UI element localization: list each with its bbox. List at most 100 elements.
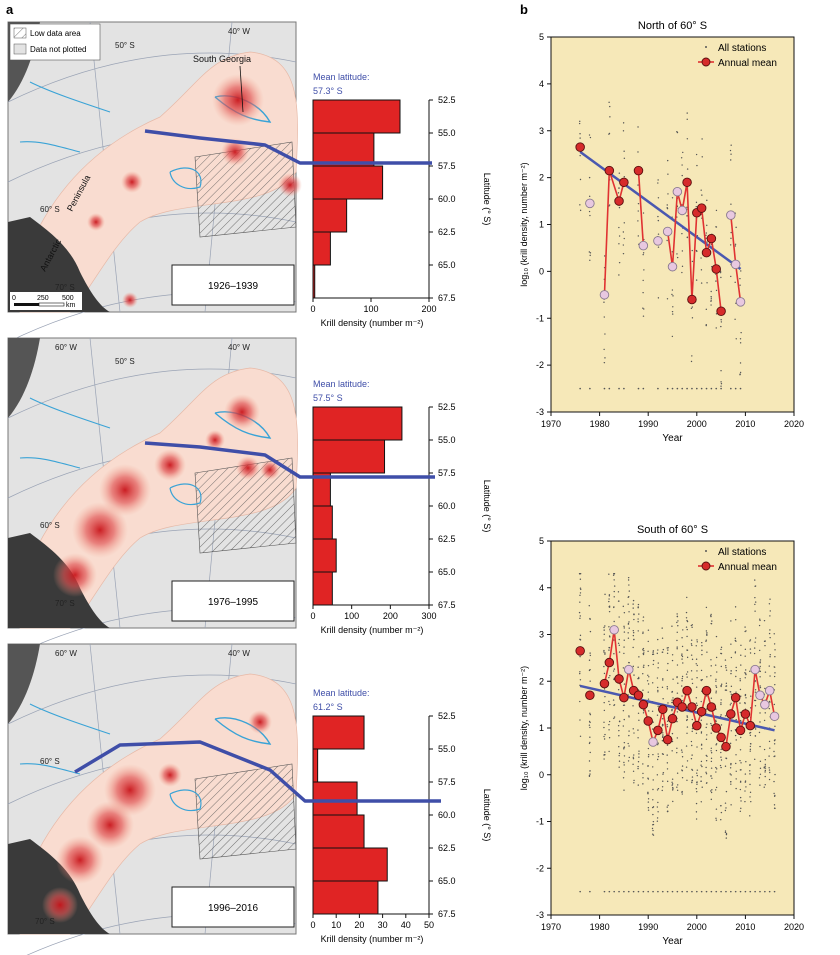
station-point xyxy=(730,620,732,622)
station-point xyxy=(773,890,776,893)
station-point xyxy=(589,890,591,893)
station-point xyxy=(700,776,702,778)
station-point xyxy=(608,723,610,726)
station-point xyxy=(735,618,737,621)
station-point xyxy=(768,740,771,743)
station-point xyxy=(671,708,673,711)
y-tick-label: 65.0 xyxy=(438,260,456,270)
mean-latitude-label: Mean latitude: xyxy=(313,72,370,82)
station-point xyxy=(609,703,611,706)
station-point xyxy=(633,754,635,756)
station-point xyxy=(710,732,712,734)
x-tick-label: 10 xyxy=(331,920,341,930)
station-point xyxy=(714,789,717,791)
station-point xyxy=(768,603,771,605)
station-point xyxy=(662,698,664,700)
station-point xyxy=(691,387,693,390)
station-point xyxy=(705,308,708,311)
station-point xyxy=(681,695,683,697)
station-point xyxy=(739,796,742,799)
station-point xyxy=(589,680,591,682)
station-point xyxy=(754,641,756,643)
latitude-label: 70° S xyxy=(55,599,75,608)
station-point xyxy=(652,799,654,801)
station-point xyxy=(735,666,737,669)
station-point xyxy=(671,778,674,780)
krill-density-blob xyxy=(42,887,78,923)
station-point xyxy=(671,740,674,743)
station-point xyxy=(715,690,717,692)
station-point xyxy=(652,788,654,791)
period-box xyxy=(171,580,295,622)
station-point xyxy=(647,777,649,779)
station-point xyxy=(749,734,752,737)
station-point xyxy=(729,704,732,706)
station-point xyxy=(773,795,776,797)
station-point xyxy=(710,760,713,763)
station-point xyxy=(622,231,625,233)
station-point xyxy=(603,629,605,631)
station-point xyxy=(730,685,733,688)
station-point xyxy=(701,641,703,644)
station-point xyxy=(618,752,621,755)
station-point xyxy=(759,619,761,622)
station-point xyxy=(578,573,581,575)
station-point xyxy=(657,705,659,708)
station-point xyxy=(622,725,625,727)
station-point xyxy=(676,387,679,390)
station-point xyxy=(759,784,761,786)
station-point xyxy=(768,769,771,771)
station-point xyxy=(763,767,765,769)
station-point xyxy=(623,771,626,773)
station-point xyxy=(700,760,703,763)
station-point xyxy=(657,662,659,664)
x-tick-label: 300 xyxy=(421,611,436,621)
station-point xyxy=(589,654,592,657)
y-tick-label: -3 xyxy=(536,910,544,920)
station-point xyxy=(691,727,694,730)
station-point xyxy=(696,781,698,784)
density-bar xyxy=(312,505,333,540)
scale-bar-unit: km xyxy=(66,302,76,309)
krill-density-blob xyxy=(56,836,104,884)
station-point xyxy=(715,226,718,228)
station-point xyxy=(773,643,776,645)
station-point xyxy=(768,890,771,893)
station-point xyxy=(618,206,621,209)
annual-mean-point xyxy=(696,203,707,213)
y-tick-label: 4 xyxy=(539,79,544,89)
station-point xyxy=(651,710,654,712)
station-point xyxy=(647,640,649,643)
station-point xyxy=(720,756,722,758)
station-point xyxy=(647,807,650,809)
density-bar xyxy=(312,132,375,167)
density-bar xyxy=(312,165,384,200)
latitude-label: 70° S xyxy=(55,283,75,292)
station-point xyxy=(735,739,737,741)
station-point xyxy=(622,252,625,255)
station-point xyxy=(681,756,684,758)
station-point xyxy=(686,716,689,718)
station-point xyxy=(667,662,669,665)
station-point xyxy=(696,164,698,167)
station-point xyxy=(681,890,684,893)
y-tick-label: 62.5 xyxy=(438,534,456,544)
station-point xyxy=(671,625,673,627)
station-point xyxy=(749,652,752,654)
station-point xyxy=(734,637,737,639)
station-point xyxy=(744,669,747,671)
station-point xyxy=(759,618,761,620)
station-point xyxy=(710,767,713,769)
station-point xyxy=(764,644,766,647)
station-point xyxy=(706,633,708,636)
station-point xyxy=(680,685,683,687)
station-point xyxy=(651,806,654,809)
y-axis-label: Latitude (° S) xyxy=(482,789,492,842)
station-point xyxy=(618,600,620,602)
station-point xyxy=(680,157,683,159)
station-point xyxy=(666,724,668,726)
station-point xyxy=(613,590,615,593)
station-point xyxy=(720,699,722,701)
station-point xyxy=(632,630,635,632)
station-point xyxy=(715,749,718,752)
